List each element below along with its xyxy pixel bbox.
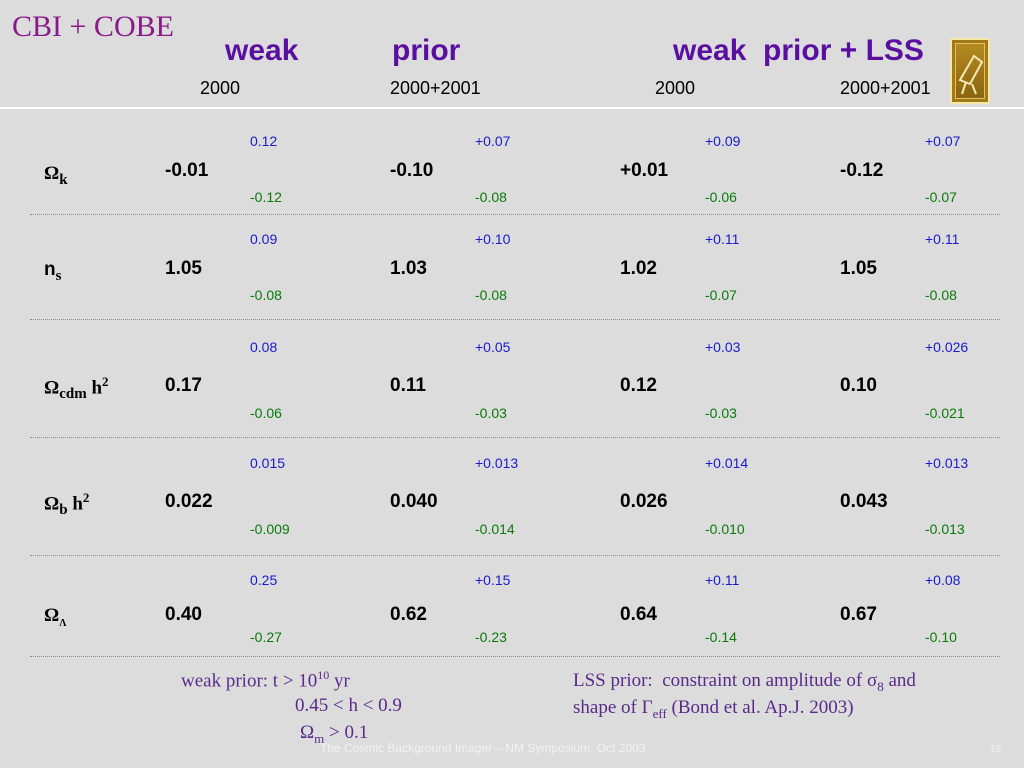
- slide-title: CBI + COBE: [12, 10, 174, 43]
- param-omega-b-h2: Ωb h2: [44, 490, 90, 519]
- lss-prior-note-line1: LSS prior: constraint on amplitude of σ8…: [573, 670, 916, 694]
- lower-error: -0.12: [250, 189, 282, 205]
- upper-error: +0.03: [705, 339, 741, 355]
- page-number: 18: [990, 744, 1002, 755]
- row-separator: [30, 437, 1000, 438]
- lss-prior-note-line2: shape of Γeff (Bond et al. Ap.J. 2003): [573, 697, 854, 721]
- upper-error: 0.25: [250, 572, 278, 588]
- upper-error: 0.12: [250, 133, 278, 149]
- lower-error: -0.08: [475, 287, 507, 303]
- upper-error: 0.09: [250, 231, 278, 247]
- lower-error: -0.013: [925, 521, 965, 537]
- row-separator: [30, 214, 1000, 215]
- value: 0.11: [390, 375, 426, 396]
- value: +0.01: [620, 160, 669, 181]
- upper-error: +0.014: [705, 455, 749, 471]
- value: 1.03: [390, 258, 427, 279]
- value: -0.01: [165, 160, 209, 181]
- upper-error: +0.09: [705, 133, 741, 149]
- year-col-4: 2000+2001: [840, 78, 931, 98]
- weak-prior-note: weak prior: t > 1010 yr: [181, 668, 350, 692]
- value: 0.40: [165, 604, 202, 625]
- lower-error: -0.03: [475, 405, 507, 421]
- h-range-note: 0.45 < h < 0.9: [295, 695, 402, 716]
- value: 0.67: [840, 604, 877, 625]
- nrao-logo-icon: [950, 38, 990, 104]
- year-col-1: 2000: [200, 78, 241, 98]
- header-weak: weak: [225, 34, 299, 67]
- param-omega-cdm-h2: Ωcdm h2: [44, 374, 109, 403]
- value: -0.10: [390, 160, 434, 181]
- value: 0.62: [390, 604, 427, 625]
- param-omega-k: Ωk: [44, 163, 68, 188]
- upper-error: +0.07: [475, 133, 511, 149]
- param-omega-lambda: ΩΛ: [44, 605, 67, 629]
- header-weak-prior-lss: weak prior + LSS: [673, 34, 924, 67]
- lower-error: -0.23: [475, 629, 507, 645]
- value: 0.040: [390, 491, 438, 512]
- upper-error: +0.07: [925, 133, 961, 149]
- row-separator: [30, 656, 1000, 657]
- upper-error: +0.026: [925, 339, 969, 355]
- value: -0.12: [840, 160, 884, 181]
- value: 0.10: [840, 375, 877, 396]
- value: 0.022: [165, 491, 213, 512]
- lower-error: -0.010: [705, 521, 745, 537]
- upper-error: +0.10: [475, 231, 511, 247]
- upper-error: 0.08: [250, 339, 278, 355]
- upper-error: +0.08: [925, 572, 961, 588]
- value: 1.05: [840, 258, 877, 279]
- upper-error: 0.015: [250, 455, 286, 471]
- upper-error: +0.11: [925, 231, 960, 247]
- lower-error: -0.07: [925, 189, 957, 205]
- row-separator: [30, 555, 1000, 556]
- value: 0.64: [620, 604, 657, 625]
- footer-caption: The Cosmic Background Imager – NM Sympos…: [320, 741, 646, 755]
- lower-error: -0.10: [925, 629, 957, 645]
- value: 0.043: [840, 491, 888, 512]
- upper-error: +0.05: [475, 339, 511, 355]
- lower-error: -0.08: [925, 287, 957, 303]
- lower-error: -0.06: [250, 405, 282, 421]
- lower-error: -0.08: [250, 287, 282, 303]
- header-divider: [0, 107, 1024, 109]
- lower-error: -0.014: [475, 521, 515, 537]
- header-prior: prior: [392, 34, 461, 67]
- lower-error: -0.03: [705, 405, 737, 421]
- upper-error: +0.013: [475, 455, 519, 471]
- value: 1.05: [165, 258, 202, 279]
- year-col-2: 2000+2001: [390, 78, 481, 98]
- lower-error: -0.07: [705, 287, 737, 303]
- param-n-s: ns: [44, 259, 62, 284]
- year-col-3: 2000: [655, 78, 696, 98]
- lower-error: -0.009: [250, 521, 290, 537]
- upper-error: +0.15: [475, 572, 511, 588]
- upper-error: +0.013: [925, 455, 969, 471]
- lower-error: -0.27: [250, 629, 282, 645]
- value: 0.12: [620, 375, 657, 396]
- lower-error: -0.06: [705, 189, 737, 205]
- omega-m-note: Ωm > 0.1: [300, 722, 369, 746]
- lower-error: -0.08: [475, 189, 507, 205]
- value: 1.02: [620, 258, 657, 279]
- upper-error: +0.11: [705, 572, 740, 588]
- lower-error: -0.14: [705, 629, 737, 645]
- value: 0.17: [165, 375, 202, 396]
- row-separator: [30, 319, 1000, 320]
- upper-error: +0.11: [705, 231, 740, 247]
- value: 0.026: [620, 491, 668, 512]
- lower-error: -0.021: [925, 405, 965, 421]
